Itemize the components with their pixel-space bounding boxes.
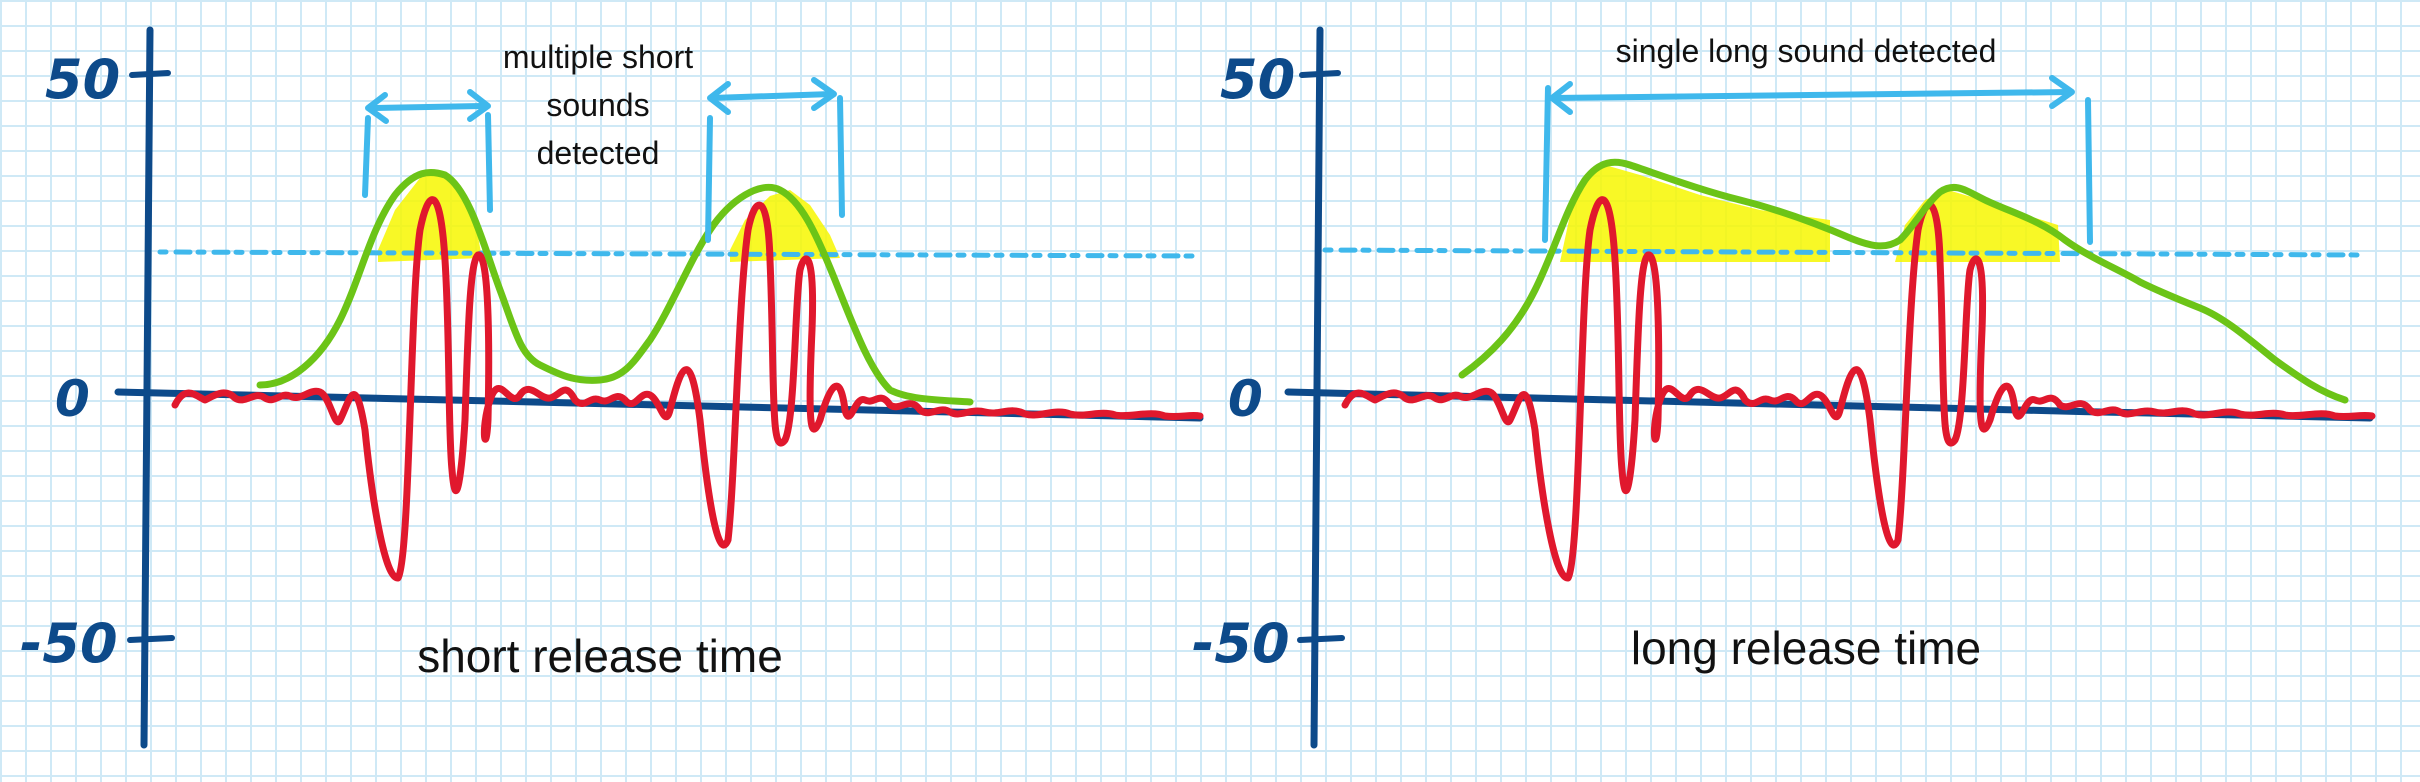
- left-annotation-line-1: multiple short: [503, 39, 693, 75]
- left-highlight-1: [378, 172, 482, 262]
- left-envelope-curve: [256, 169, 974, 406]
- right-envelope-curve: [1458, 158, 2349, 404]
- left-annotation-line-2: sounds: [546, 87, 649, 123]
- right-annotation-marks: [1542, 75, 2093, 245]
- right-axis-label-zero: 0: [1228, 370, 1263, 428]
- left-annotation-line-3: detected: [537, 135, 660, 171]
- left-caption: short release time: [417, 630, 783, 682]
- right-threshold-line: [1322, 247, 2368, 258]
- left-axis-label-top: 50: [45, 48, 120, 111]
- right-signal-waveform: [1341, 196, 2376, 582]
- right-tick-top: [1299, 70, 1341, 78]
- right-tick-bottom: [1297, 635, 1345, 643]
- left-signal-waveform: [171, 196, 1204, 582]
- left-axis-label-bottom: -50: [20, 612, 118, 675]
- left-annotation-marks: [362, 77, 845, 243]
- right-caption: long release time: [1631, 622, 1981, 674]
- right-axis-label-top: 50: [1220, 48, 1295, 111]
- left-panel: 50 0 -50 multiple short sounds detected …: [20, 26, 1204, 749]
- right-panel: 50 0 -50 single long sound detected long…: [1192, 26, 2376, 749]
- right-highlight-1: [1560, 165, 1830, 262]
- right-axis-label-bottom: -50: [1192, 612, 1290, 675]
- left-threshold-line: [157, 249, 1198, 259]
- right-annotation-text: single long sound detected: [1616, 33, 1997, 69]
- right-y-axis: [1310, 26, 1324, 749]
- left-tick-bottom: [127, 635, 175, 643]
- left-tick-top: [129, 70, 171, 78]
- left-y-axis: [140, 26, 154, 749]
- left-axis-label-zero: 0: [55, 370, 90, 428]
